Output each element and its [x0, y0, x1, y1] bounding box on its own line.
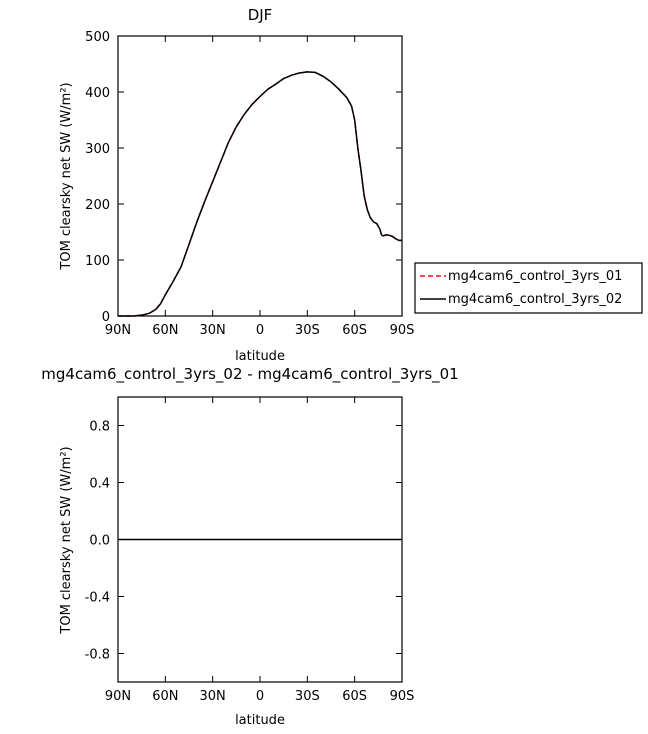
top-xtick-label: 90S [390, 323, 415, 338]
bottom-ytick-label: -0.8 [85, 648, 110, 663]
bottom-chart: mg4cam6_control_3yrs_02 - mg4cam6_contro… [41, 365, 458, 728]
top-xtick-label: 60N [152, 323, 178, 338]
top-series-line-2 [118, 71, 402, 317]
top-xlabel: latitude [235, 349, 285, 364]
bottom-xtick-label: 60N [152, 689, 178, 704]
bottom-xtick-label: 0 [256, 689, 264, 704]
top-ytick-label: 300 [85, 142, 110, 157]
top-axis-ticks: 90N 60N 30N 0 30S 60S 90S 0 100 200 300 400 500 [85, 30, 414, 338]
top-ytick-label: 0 [102, 310, 110, 325]
top-chart: DJF TOM clearsky net SW (W/m²) latitude … [59, 6, 414, 364]
top-xtick-label: 90N [105, 323, 131, 338]
top-ytick-label: 500 [85, 30, 110, 45]
top-xtick-label: 60S [342, 323, 367, 338]
bottom-axis-ticks: 90N 60N 30N 0 30S 60S 90S 0.8 0.4 0.0 -0.4 -0.8 [85, 397, 415, 704]
bottom-ylabel: TOM clearsky net SW (W/m²) [59, 446, 74, 634]
bottom-xtick-label: 30S [295, 689, 320, 704]
bottom-xtick-label: 60S [342, 689, 367, 704]
bottom-ytick-label: 0.8 [89, 420, 110, 435]
top-series-lines [118, 71, 402, 317]
legend-label-series-2: mg4cam6_control_3yrs_02 [448, 292, 622, 307]
bottom-xtick-label: 90S [390, 689, 415, 704]
bottom-xtick-label: 90N [105, 689, 131, 704]
bottom-xlabel: latitude [235, 713, 285, 728]
bottom-ytick-label: 0.0 [89, 534, 110, 549]
top-ytick-label: 100 [85, 254, 110, 269]
top-ylabel: TOM clearsky net SW (W/m²) [59, 82, 74, 270]
bottom-ytick-label: 0.4 [89, 477, 110, 492]
top-xtick-label: 30S [295, 323, 320, 338]
bottom-xtick-label: 30N [200, 689, 226, 704]
top-chart-title: DJF [248, 6, 273, 24]
legend: mg4cam6_control_3yrs_01 mg4cam6_control_… [414, 262, 643, 314]
top-ytick-label: 200 [85, 198, 110, 213]
legend-label-series-1: mg4cam6_control_3yrs_01 [448, 269, 622, 284]
legend-box [414, 262, 643, 314]
bottom-ytick-label: -0.4 [85, 591, 110, 606]
top-series-line-1 [118, 71, 402, 317]
bottom-chart-title: mg4cam6_control_3yrs_02 - mg4cam6_contro… [41, 365, 458, 384]
top-xtick-label: 0 [256, 323, 264, 338]
top-ytick-label: 400 [85, 86, 110, 101]
top-xtick-label: 30N [200, 323, 226, 338]
top-plot-frame [117, 35, 403, 317]
